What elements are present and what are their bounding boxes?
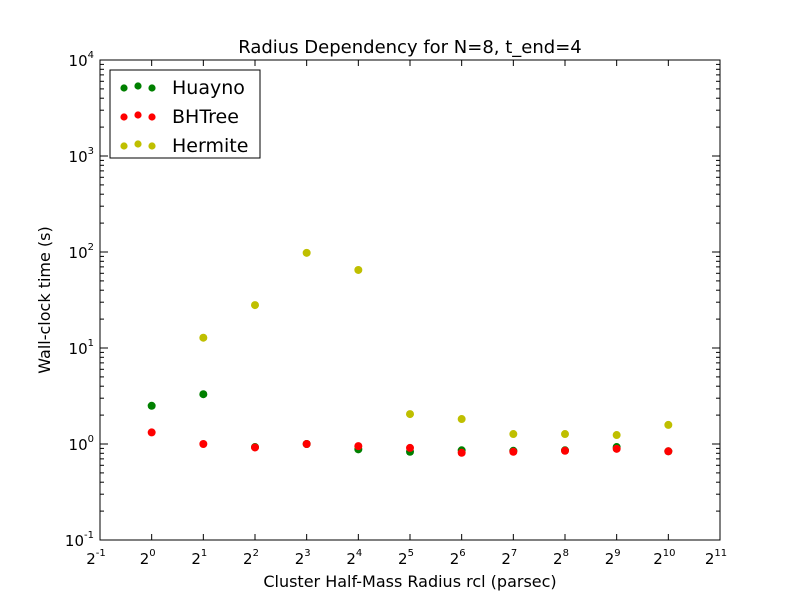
series-hermite [199,248,673,440]
data-point-hermite [561,430,569,439]
legend-marker [134,82,142,90]
data-point-bhtree [457,448,466,457]
data-point-huayno [147,401,156,410]
x-tick-label: 23 [295,548,311,568]
legend-label: Hermite [172,135,248,157]
legend: Huayno BHTree Hermite [109,69,261,159]
y-tick-label: 10-1 [65,530,94,550]
data-point-hermite [406,410,414,419]
data-point-bhtree [251,443,259,452]
x-tick-label: 28 [553,548,569,568]
legend-marker [148,113,156,121]
chart-title: Radius Dependency for N=8, t_end=4 [238,37,582,58]
data-point-bhtree [561,446,569,455]
x-tick-label: 26 [450,548,466,568]
legend-label: Huayno [172,77,245,99]
x-tick-label: 24 [346,548,362,568]
data-point-bhtree [199,440,208,448]
legend-marker [120,142,128,150]
data-point-hermite [664,420,673,429]
y-tick-label: 100 [69,434,94,454]
x-tick-label: 25 [398,548,414,568]
data-point-bhtree [354,442,363,451]
x-tick-label: 2-1 [86,548,106,568]
x-tick-label: 21 [191,548,207,568]
data-point-bhtree [147,428,156,437]
x-tick-label: 20 [140,548,156,568]
data-point-hermite [302,248,311,257]
data-point-bhtree [612,444,621,453]
data-point-bhtree [664,447,673,456]
data-point-hermite [612,431,621,440]
y-tick-label: 101 [69,338,94,358]
plot-area: 2-1 20 21 22 23 24 25 26 27 28 29 210 211 10-1 100 101 1… [65,50,727,568]
legend-marker [120,113,128,121]
y-tick-label: 104 [69,50,94,70]
legend-marker [134,111,142,119]
data-point-bhtree [509,447,518,456]
data-point-bhtree [302,440,311,448]
y-axis-title: Wall-clock time (s) [35,226,54,374]
x-tick-label: 27 [501,548,517,568]
data-point-huayno [199,390,208,399]
legend-label: BHTree [172,106,239,128]
data-point-hermite [457,415,466,424]
data-point-hermite [251,301,259,310]
data-point-hermite [509,430,518,439]
x-tick-label: 211 [705,548,727,568]
data-point-bhtree [406,443,414,452]
legend-marker [148,84,156,92]
legend-marker [134,140,142,148]
x-axis-title: Cluster Half-Mass Radius rcl (parsec) [263,572,556,591]
x-tick-label: 210 [653,548,675,568]
y-tick-label: 103 [69,146,94,166]
legend-marker [120,84,128,92]
data-point-hermite [199,333,208,342]
legend-marker [148,142,156,150]
data-point-hermite [354,265,363,274]
x-tick-label: 29 [605,548,621,568]
y-tick-label: 102 [69,242,94,262]
x-tick-label: 22 [243,548,259,568]
series-bhtree [147,428,673,457]
